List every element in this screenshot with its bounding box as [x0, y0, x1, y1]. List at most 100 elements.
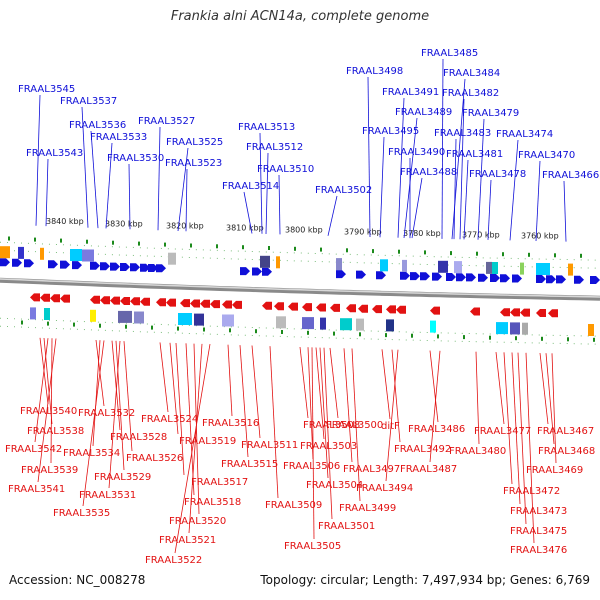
gene-label-forward: FRAAL3537 [60, 96, 117, 107]
genome-backbone-highlight [0, 278, 600, 298]
forward-gene-arrow [420, 272, 430, 281]
gene-label-forward: FRAAL3495 [362, 126, 419, 137]
gene-label-reverse: FRAAL3509 [265, 500, 322, 511]
gene-label-forward: FRAAL3490 [388, 147, 445, 158]
gene-leader-reverse [108, 340, 121, 489]
gene-leader-reverse [385, 349, 399, 482]
feature-box-top [402, 259, 407, 272]
gene-leader-forward [177, 147, 189, 232]
forward-gene-arrow [148, 264, 158, 272]
forward-gene-arrow [72, 261, 82, 270]
gene-label-reverse: FRAAL3538 [27, 426, 84, 437]
gene-label-reverse: FRAAL3542 [5, 444, 62, 455]
gene-label-forward: FRAAL3525 [166, 137, 223, 148]
ring-tick [138, 241, 140, 246]
gene-leader-forward [157, 126, 161, 231]
gene-leader-forward [243, 191, 253, 234]
gene-label-forward: FRAAL3479 [462, 108, 519, 119]
forward-gene-arrow [478, 273, 488, 282]
ring-tick [476, 251, 478, 256]
reverse-gene-arrow [222, 300, 232, 309]
gene-leader-reverse [539, 352, 549, 425]
gene-label-reverse: FRAAL3508 [303, 420, 360, 431]
feature-box-top [380, 259, 388, 272]
gene-leader-forward [463, 159, 469, 240]
feature-box-top [536, 263, 550, 275]
gene-leader-reverse [381, 349, 391, 420]
gene-label-forward: FRAAL3482 [442, 88, 499, 99]
feature-box-bottom [222, 314, 234, 327]
ring-tick [515, 336, 517, 341]
ring-tick [294, 246, 296, 251]
forward-gene-arrow [500, 274, 510, 283]
gene-leader-reverse [111, 340, 121, 431]
reverse-gene-arrow [166, 298, 176, 307]
gene-label-reverse: FRAAL3529 [94, 472, 151, 483]
ring-tick [424, 250, 426, 255]
forward-gene-arrow [512, 274, 522, 283]
gene-leader-reverse [495, 352, 505, 425]
forward-gene-arrow [446, 273, 456, 281]
forward-gene-arrow [574, 275, 584, 284]
feature-box-bottom [340, 318, 352, 331]
forward-gene-arrow [140, 263, 150, 272]
gene-label-reverse: FRAAL3541 [8, 484, 65, 495]
gene-leader-forward [90, 130, 99, 229]
forward-gene-arrow [90, 261, 100, 270]
gene-label-forward: FRAAL3523 [165, 158, 222, 169]
ring-tick [60, 238, 62, 243]
feature-box-bottom [522, 322, 528, 335]
gene-leader-forward [563, 180, 567, 242]
gene-leader-forward [185, 168, 188, 232]
gene-label-forward: FRAAL3491 [382, 87, 439, 98]
ring-tick [255, 329, 257, 334]
forward-gene-arrow [60, 260, 70, 269]
gene-label-reverse: FRAAL3469 [526, 465, 583, 476]
gene-label-reverse: FRAAL3467 [537, 426, 594, 437]
ring-tick [151, 325, 153, 330]
gene-leader-reverse [475, 351, 480, 445]
gene-label-reverse: FRAAL3516 [202, 418, 259, 429]
reverse-gene-arrow [262, 301, 272, 310]
forward-gene-arrow [376, 271, 386, 280]
ring-tick [411, 333, 413, 338]
ring-tick [541, 336, 543, 341]
feature-box-bottom [276, 316, 286, 329]
gene-label-forward: FRAAL3545 [18, 84, 75, 95]
gene-leader-reverse [391, 349, 401, 443]
ring-tick [437, 334, 439, 339]
gene-leader-reverse [34, 338, 49, 443]
gene-label-reverse: FRAAL3521 [159, 535, 216, 546]
feature-box-bottom [386, 319, 394, 332]
reverse-gene-arrow [372, 305, 382, 314]
reverse-gene-arrow [520, 308, 530, 317]
gene-label-forward: FRAAL3489 [395, 107, 452, 118]
ruler-label: 3780 kbp [403, 229, 441, 238]
feature-box-bottom [194, 313, 204, 326]
gene-label-forward: FRAAL3478 [469, 169, 526, 180]
ring-tick [307, 330, 309, 335]
forward-gene-arrow [546, 275, 556, 284]
ring-tick [164, 242, 166, 247]
ring-tick [21, 320, 23, 325]
reverse-gene-arrow [156, 298, 166, 307]
gene-label-forward: FRAAL3502 [315, 185, 372, 196]
ring-tick [580, 253, 582, 258]
feature-box-top [40, 247, 44, 260]
gene-leader-reverse [269, 346, 279, 499]
forward-gene-arrow [356, 270, 366, 279]
gene-label-reverse: FRAAL3494 [356, 483, 413, 494]
forward-gene-arrow [252, 267, 262, 276]
gene-leader-reverse [37, 338, 57, 483]
forward-gene-arrow [400, 271, 410, 280]
gene-label-reverse: FRAAL3528 [110, 432, 167, 443]
gene-label-forward: FRAAL3543 [26, 148, 83, 159]
feature-box-top [18, 246, 24, 259]
ruler-label: 3820 kbp [166, 222, 204, 231]
gene-label-forward: FRAAL3485 [421, 48, 478, 59]
accession-text: Accession: NC_008278 [9, 573, 146, 587]
reverse-gene-arrow [500, 308, 510, 317]
gene-leader-reverse [503, 352, 513, 485]
ring-tick [528, 252, 530, 257]
